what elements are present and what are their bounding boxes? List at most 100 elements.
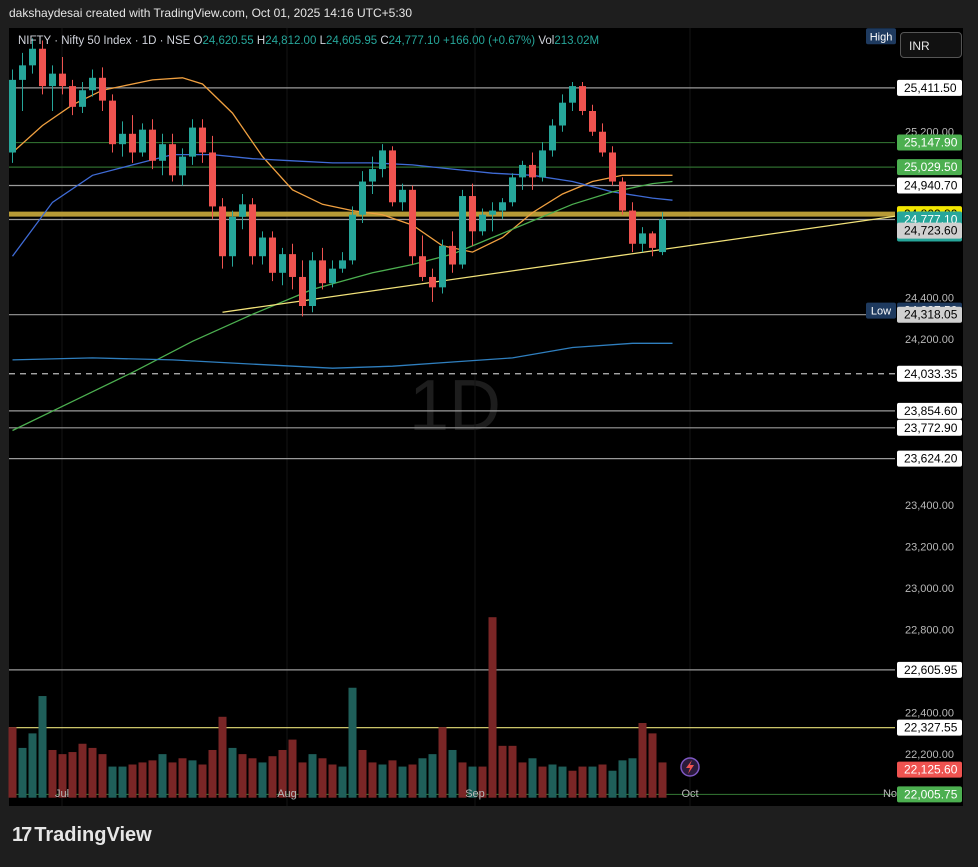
volume-bar — [38, 696, 47, 798]
candle-body — [659, 219, 666, 253]
price-label-box — [897, 306, 962, 323]
candle-body — [539, 150, 546, 178]
volume-bar — [548, 764, 557, 798]
volume-bar — [588, 766, 597, 798]
volume-bar — [458, 762, 467, 798]
price-label-text: 25,147.90 — [904, 136, 958, 150]
candle-body — [179, 156, 186, 176]
price-tick-label: 23,400.00 — [905, 500, 954, 512]
candle-body — [429, 276, 436, 288]
candle-body — [349, 214, 356, 261]
volume-bar — [18, 747, 27, 798]
marker-box — [866, 302, 896, 319]
volume-bar — [48, 749, 57, 798]
volume-bar — [148, 760, 157, 798]
candle-body — [399, 189, 406, 203]
currency-selector[interactable]: INR — [900, 32, 962, 58]
volume-bar — [508, 745, 517, 798]
candle-body — [439, 245, 446, 288]
moving-average-1 — [12, 77, 673, 253]
volume-bar — [288, 739, 297, 798]
high-label: H — [256, 35, 266, 47]
volume-bar — [218, 716, 227, 798]
support-trendline — [222, 215, 896, 313]
chart-panel[interactable] — [9, 28, 963, 806]
volume-bar — [168, 762, 177, 798]
candle-body — [139, 129, 146, 153]
price-label-box — [897, 661, 962, 678]
candle-body — [589, 110, 596, 132]
volume-bar — [228, 747, 237, 798]
high-value: 24,812.00 — [265, 35, 317, 47]
volume-bar — [178, 758, 187, 798]
price-label-text: 23,624.20 — [904, 452, 958, 466]
candle-body — [409, 189, 416, 257]
candle-body — [149, 129, 156, 161]
candle-body — [189, 127, 196, 157]
volume-bar — [8, 727, 17, 798]
candle-body — [59, 73, 66, 87]
price-label-text: 23,772.90 — [904, 421, 958, 435]
volume-bar — [598, 764, 607, 798]
price-axis: 25,600.0025,200.0024,400.0024,200.0023,4… — [866, 28, 962, 803]
candle-body — [509, 177, 516, 203]
volume-bar — [478, 766, 487, 798]
volume-bar — [108, 766, 117, 798]
ohlc-legend: NIFTY · Nifty 50 Index · 1D · NSE O24,62… — [18, 35, 599, 47]
volume-bar — [78, 743, 87, 798]
candle-body — [479, 214, 486, 232]
change-value: +166.00 (+0.67%) — [443, 35, 536, 47]
price-label-text: 24,940.70 — [904, 179, 958, 193]
volume-bar — [278, 749, 287, 798]
volume-bar — [308, 754, 317, 798]
candle-body — [219, 206, 226, 257]
time-tick-label: Aug — [277, 788, 297, 800]
volume-bar — [628, 758, 637, 798]
price-tick-label: 24,200.00 — [905, 334, 954, 346]
price-label-text: 24,033.35 — [904, 367, 958, 381]
volume-bar — [68, 752, 77, 798]
volume-bar — [618, 760, 627, 798]
volume-bar — [298, 762, 307, 798]
volume-bar — [608, 770, 617, 798]
open-label: O — [193, 35, 203, 47]
volume-value: 213.02M — [554, 35, 600, 47]
candle-body — [9, 79, 16, 153]
moving-average-2 — [11, 153, 673, 257]
watermark-interval: 1D — [409, 366, 501, 446]
candle-body — [359, 181, 366, 215]
volume-bar — [398, 766, 407, 798]
candles — [9, 38, 666, 317]
candle-body — [459, 196, 466, 265]
volume-bar — [568, 770, 577, 798]
volume-bar — [268, 756, 277, 798]
candle-body — [419, 256, 426, 277]
close-value: 24,777.10 — [388, 35, 440, 47]
symbol-info[interactable]: NIFTY · Nifty 50 Index · 1D · NSE — [18, 35, 191, 47]
volume-bar — [418, 758, 427, 798]
price-label-box — [897, 365, 962, 382]
candle-body — [89, 77, 96, 91]
volume-bar — [238, 754, 247, 798]
candle-body — [649, 233, 656, 248]
moving-average-4 — [12, 342, 673, 369]
candle-body — [199, 127, 206, 153]
candle-body — [39, 48, 46, 87]
candle-body — [619, 181, 626, 211]
price-label-box — [897, 177, 962, 194]
marker-high: High — [870, 31, 893, 43]
candle-body — [279, 254, 286, 273]
volume-bar — [118, 766, 127, 798]
price-tick-label: 23,200.00 — [905, 542, 954, 554]
price-label-box — [897, 222, 962, 239]
volume-bar — [28, 733, 37, 798]
marker-low: Low — [871, 306, 891, 318]
price-label-text: 22,005.75 — [904, 787, 958, 801]
volume-bar — [448, 749, 457, 798]
candle-body — [159, 144, 166, 161]
price-label-text: 24,318.05 — [904, 308, 958, 322]
price-tick-label: 22,400.00 — [905, 708, 954, 720]
volume-label: Vol — [538, 35, 555, 47]
candle-body — [129, 133, 136, 153]
